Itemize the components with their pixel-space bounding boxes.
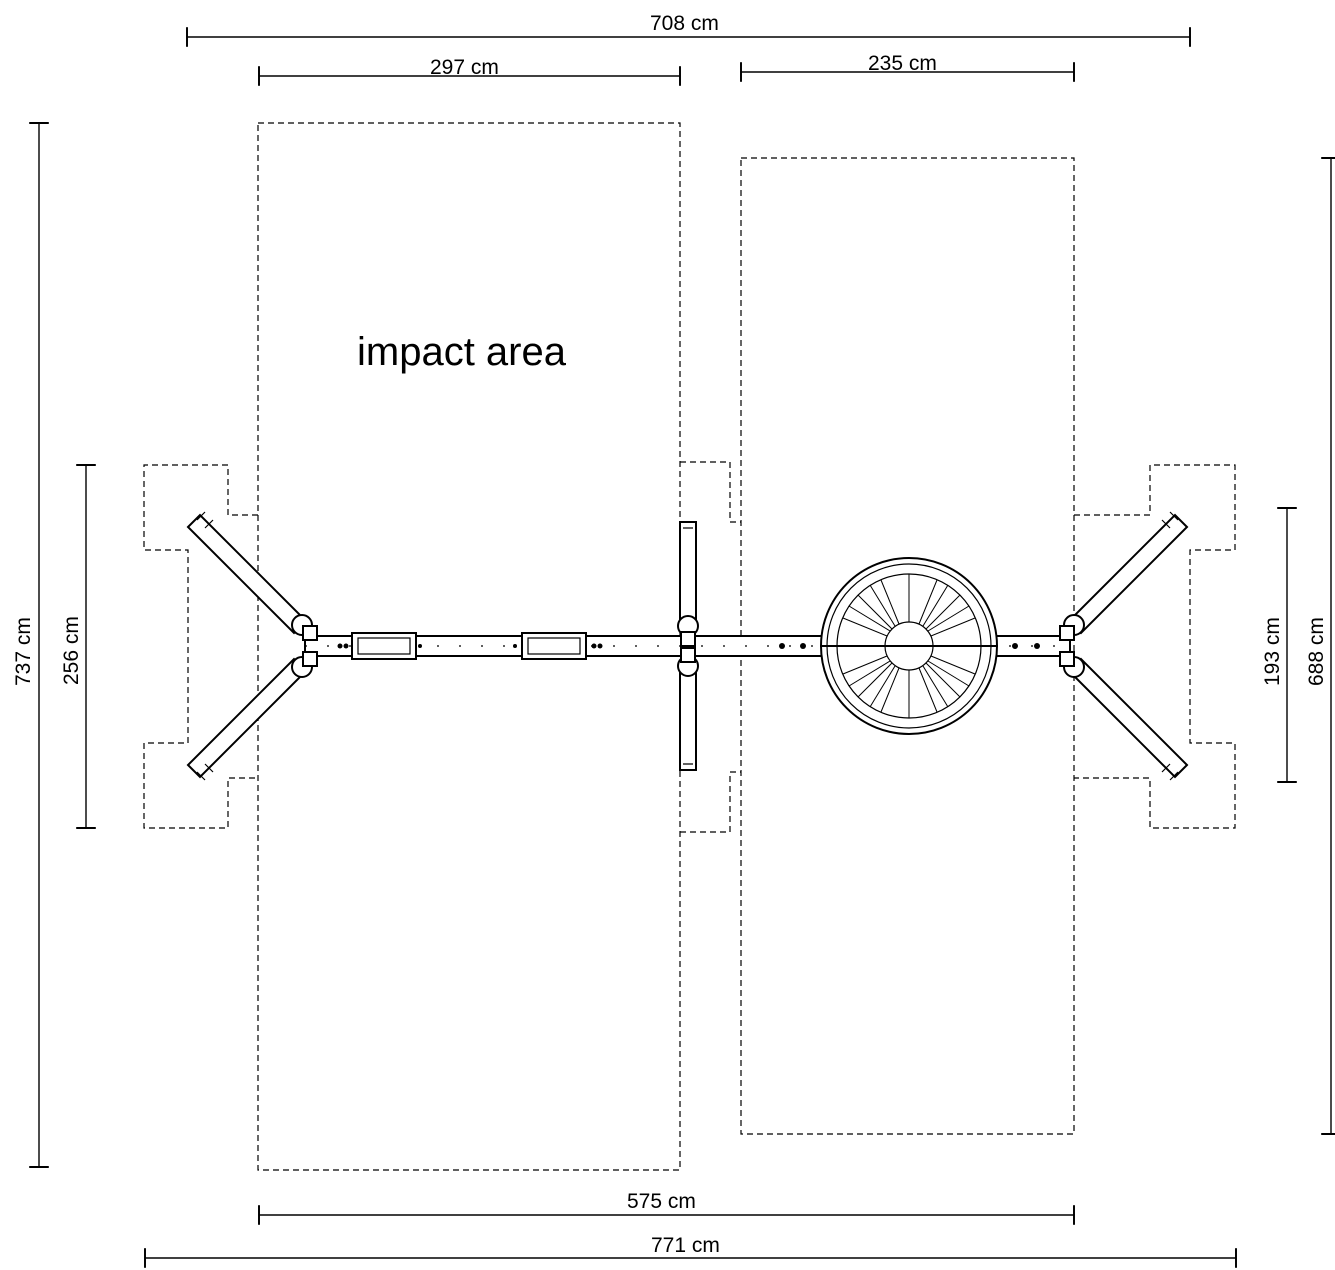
legs-left xyxy=(186,511,318,781)
svg-text:688 cm: 688 cm xyxy=(1305,617,1328,686)
dashed-extension-left xyxy=(143,464,258,829)
swing-seat-2 xyxy=(521,632,587,660)
dimension-top-left: 297 cm xyxy=(258,56,681,86)
swing-seat-1 xyxy=(351,632,417,660)
legs-right xyxy=(1059,511,1189,781)
dimension-left-outer: 737 cm xyxy=(12,122,49,1168)
dashed-extension-right xyxy=(1074,464,1236,829)
dimension-right-outer: 688 cm xyxy=(1305,157,1335,1135)
dimension-top-right: 235 cm xyxy=(740,52,1075,82)
svg-text:737 cm: 737 cm xyxy=(12,617,35,686)
svg-text:235 cm: 235 cm xyxy=(868,52,937,75)
dimension-bottom-total: 771 cm xyxy=(144,1234,1237,1268)
dimension-top-total: 708 cm xyxy=(186,12,1191,47)
svg-text:297 cm: 297 cm xyxy=(430,56,499,79)
svg-text:708 cm: 708 cm xyxy=(650,12,719,35)
svg-text:771 cm: 771 cm xyxy=(651,1234,720,1257)
svg-text:256 cm: 256 cm xyxy=(60,616,83,685)
nest-swing xyxy=(820,557,998,735)
svg-text:193 cm: 193 cm xyxy=(1261,617,1284,686)
dimension-bottom-inner: 575 cm xyxy=(258,1190,1075,1225)
impact-area-label: impact area xyxy=(357,330,567,374)
dashed-extension-center xyxy=(680,461,741,833)
impact-area-label-bg xyxy=(352,328,570,376)
svg-text:575 cm: 575 cm xyxy=(627,1190,696,1213)
dimension-left-inner: 256 cm xyxy=(60,464,96,829)
legs-center xyxy=(677,521,699,771)
dimension-right-inner: 193 cm xyxy=(1261,507,1297,783)
